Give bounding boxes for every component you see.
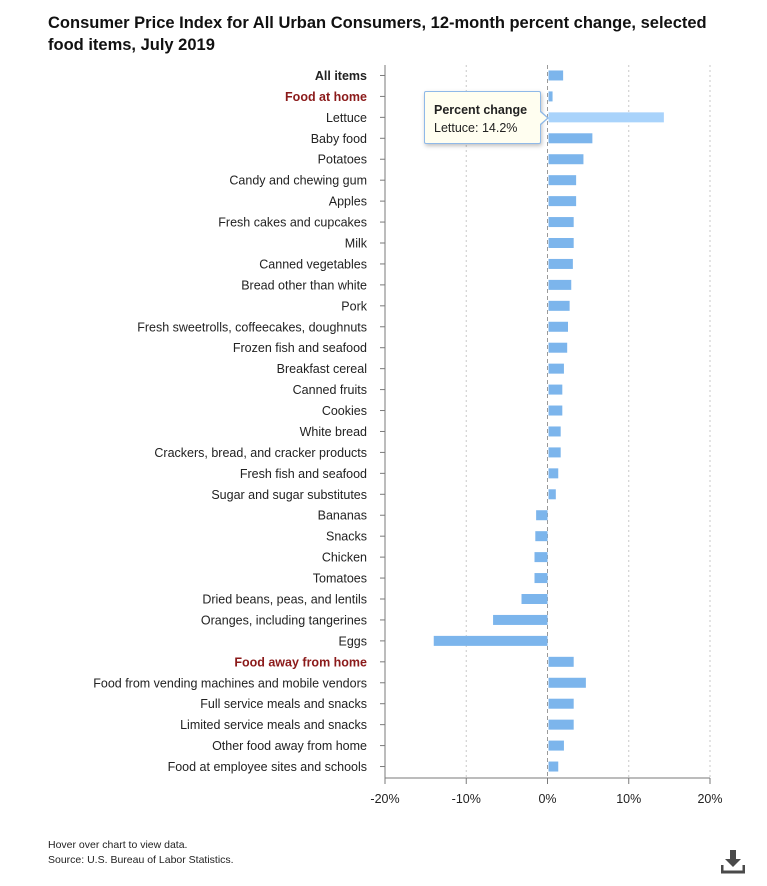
bar-canned-vegetables[interactable] [548,258,573,269]
category-label: Food at employee sites and schools [168,760,367,774]
bar-potatoes[interactable] [548,154,584,165]
tooltip-arrow [540,111,549,125]
bar-pork[interactable] [548,300,570,311]
bar-eggs[interactable] [433,635,548,646]
category-label: Breakfast cereal [277,362,367,376]
tooltip-body: Lettuce: 14.2% [434,121,518,135]
bar-baby-food[interactable] [548,133,593,144]
download-icon [720,850,746,874]
category-label: Full service meals and snacks [200,697,367,711]
category-label: Milk [345,237,368,251]
category-label: Lettuce [326,111,367,125]
category-label: Oranges, including tangerines [201,613,367,627]
category-label: Eggs [339,634,368,648]
bar-oranges-including-tangerines[interactable] [493,614,548,625]
bar-chicken[interactable] [534,552,548,563]
category-label: Snacks [326,530,367,544]
x-tick-label: -10% [452,792,481,806]
bar-fresh-sweetrolls-coffeecakes-doughnuts[interactable] [548,321,569,332]
x-tick-label: 0% [538,792,556,806]
bar-bread-other-than-white[interactable] [548,279,572,290]
bar-fresh-cakes-and-cupcakes[interactable] [548,217,574,228]
x-tick-label: 20% [697,792,722,806]
category-label: Pork [341,299,367,313]
category-label: Food from vending machines and mobile ve… [93,676,367,690]
source-note: Source: U.S. Bureau of Labor Statistics. [48,854,234,866]
bar-food-at-employee-sites-and-schools[interactable] [548,761,559,772]
category-label: Sugar and sugar substitutes [211,488,367,502]
category-label: Bread other than white [241,278,367,292]
category-label: Chicken [322,551,367,565]
bar-breakfast-cereal[interactable] [548,363,564,374]
category-label: Canned fruits [293,383,367,397]
bar-canned-fruits[interactable] [548,384,563,395]
bar-sugar-and-sugar-substitutes[interactable] [548,489,556,500]
category-label: Fresh cakes and cupcakes [218,216,367,230]
bar-food-at-home[interactable] [548,91,553,102]
category-label: Other food away from home [212,739,367,753]
category-label: Bananas [318,509,367,523]
category-label: Limited service meals and snacks [180,718,367,732]
bar-food-away-from-home[interactable] [548,656,574,667]
category-label: Baby food [311,132,367,146]
bar-dried-beans-peas-and-lentils[interactable] [521,594,548,604]
bar-cookies[interactable] [548,405,563,416]
bar-tomatoes[interactable] [534,573,548,584]
bar-candy-and-chewing-gum[interactable] [548,175,577,186]
category-label: Fresh fish and seafood [240,467,367,481]
category-label: Apples [329,195,367,209]
bar-other-food-away-from-home[interactable] [548,740,564,751]
x-tick-label: -20% [370,792,399,806]
download-button[interactable] [720,848,746,874]
category-label: Potatoes [318,153,367,167]
bar-frozen-fish-and-seafood[interactable] [548,342,568,353]
bar-bananas[interactable] [536,510,548,521]
category-label: Food at home [285,90,367,104]
bar-limited-service-meals-and-snacks[interactable] [548,719,574,730]
category-label: Fresh sweetrolls, coffeecakes, doughnuts [137,320,367,334]
category-label: Candy and chewing gum [229,174,367,188]
chart-tooltip: Percent change Lettuce: 14.2% [424,91,549,144]
bar-fresh-fish-and-seafood[interactable] [548,468,559,479]
bar-chart[interactable]: -20% -10% 0% 10% 20% All items Food at home Let… [0,0,767,830]
hover-note: Hover over chart to view data. [48,839,188,851]
category-label: White bread [300,425,367,439]
bar-apples[interactable] [548,196,577,207]
bar-snacks[interactable] [535,531,548,542]
bar-lettuce[interactable] [548,112,664,123]
bar-white-bread[interactable] [548,426,561,437]
category-label: Frozen fish and seafood [233,341,367,355]
x-tick-label: 10% [616,792,641,806]
category-label: Canned vegetables [259,257,367,271]
category-label: Food away from home [234,655,367,669]
bar-food-from-vending-machines-and-mobile-vendors[interactable] [548,677,586,688]
category-label: All items [315,69,367,83]
bar-milk[interactable] [548,238,574,248]
category-label: Dried beans, peas, and lentils [202,593,367,607]
bar-crackers-bread-and-cracker-products[interactable] [548,447,561,458]
bar-full-service-meals-and-snacks[interactable] [548,698,574,709]
category-label: Crackers, bread, and cracker products [154,446,367,460]
tooltip-title: Percent change [434,103,528,117]
category-label: Tomatoes [313,572,367,586]
category-label: Cookies [322,404,367,418]
chart-title: Consumer Price Index for All Urban Consu… [48,14,707,54]
bar-all-items[interactable] [548,70,564,81]
